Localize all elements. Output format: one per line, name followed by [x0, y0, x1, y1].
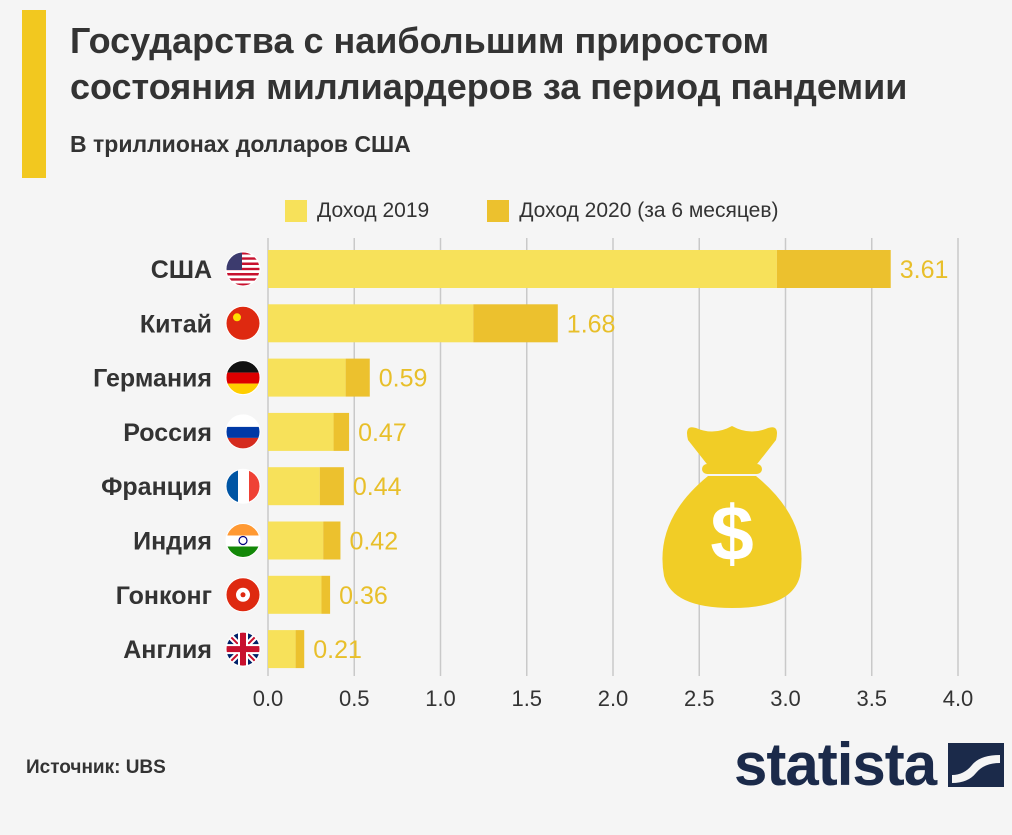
bar-2019: [268, 575, 322, 614]
x-tick-label: 2.0: [598, 686, 629, 711]
value-label: 1.68: [567, 310, 616, 338]
x-tick-label: 0.5: [339, 686, 370, 711]
bar-2019: [268, 467, 320, 506]
x-tick-label: 3.5: [856, 686, 887, 711]
x-tick-label: 1.5: [511, 686, 542, 711]
statista-logo-text: statista: [734, 731, 937, 798]
value-label: 3.61: [900, 256, 949, 284]
bar-2019: [268, 358, 346, 397]
legend-label-2019: Доход 2019: [317, 199, 430, 222]
legend-swatch-2020: [487, 200, 510, 222]
india-flag-icon: [225, 523, 261, 558]
chart-title-line-1: Государства с наибольшим приростом: [70, 20, 770, 61]
source-note: Источник: UBS: [26, 757, 166, 778]
bar-2019: [268, 630, 296, 669]
x-tick-label: 0.0: [253, 686, 284, 711]
germany-flag-icon: [225, 360, 261, 396]
value-label: 0.42: [349, 528, 398, 556]
bar-2020: [345, 358, 370, 397]
category-label: Китай: [140, 310, 212, 338]
uk-flag-icon: [225, 631, 261, 667]
bar-2019: [268, 521, 324, 560]
bar-2020: [321, 575, 331, 614]
legend-swatch-2019: [285, 200, 307, 222]
bar-2019: [268, 250, 777, 288]
category-label: Франция: [101, 473, 212, 501]
category-label: Россия: [123, 419, 212, 447]
money-bag-icon: $: [662, 426, 802, 608]
france-flag-icon: [225, 468, 261, 504]
category-label: Германия: [93, 365, 212, 393]
x-tick-label: 2.5: [684, 686, 715, 711]
value-label: 0.47: [358, 419, 407, 447]
us-flag-icon: [225, 251, 261, 287]
russia-flag-icon: [225, 414, 261, 450]
chart-title-line-2: состояния миллиардеров за период пандеми…: [70, 66, 908, 107]
x-axis-ticks: 0.0 0.5 1.0 1.5 2.0 2.5 3.0 3.5 4.0: [253, 686, 974, 711]
grid-layer: [267, 238, 959, 676]
chart-subtitle: В триллионах долларов США: [70, 131, 411, 157]
bar-2020: [473, 304, 558, 343]
bar-2020: [295, 630, 305, 669]
statista-logo[interactable]: statista: [734, 730, 1005, 800]
value-label: 0.21: [313, 636, 362, 664]
hongkong-flag-icon: [225, 577, 261, 613]
category-label: Гонконг: [116, 582, 212, 610]
china-flag-icon: [225, 305, 261, 341]
legend-item-2019: Доход 2019: [285, 199, 429, 223]
bar-2020: [323, 521, 341, 560]
category-label: США: [151, 256, 212, 284]
chart-title: Государства с наибольшим приростом состо…: [70, 18, 1000, 110]
statista-logo-icon: [948, 743, 1005, 787]
category-label: Англия: [123, 636, 212, 664]
flags-layer: [225, 251, 261, 667]
title-accent-bar: [22, 10, 46, 178]
bars-layer: [268, 250, 891, 669]
svg-text:$: $: [710, 489, 753, 577]
value-label: 0.44: [353, 473, 402, 501]
x-tick-label: 1.0: [425, 686, 456, 711]
legend-label-2020: Доход 2020 (за 6 месяцев): [519, 199, 779, 222]
bar-2019: [268, 412, 334, 451]
x-tick-label: 4.0: [943, 686, 974, 711]
labels-layer: 3.61 США 1.68 Китай 0.59 Германия 0.47 Россия 0.…: [93, 256, 948, 664]
bar-2020: [776, 250, 891, 288]
legend-item-2020: Доход 2020 (за 6 месяцев): [487, 199, 778, 223]
category-label: Индия: [133, 528, 212, 556]
bar-2020: [333, 412, 350, 451]
bar-2019: [268, 304, 474, 343]
value-label: 0.36: [339, 582, 388, 610]
value-label: 0.59: [379, 365, 428, 393]
x-tick-label: 3.0: [770, 686, 801, 711]
bar-2020: [319, 467, 344, 506]
legend: Доход 2019 Доход 2020 (за 6 месяцев): [285, 197, 778, 225]
